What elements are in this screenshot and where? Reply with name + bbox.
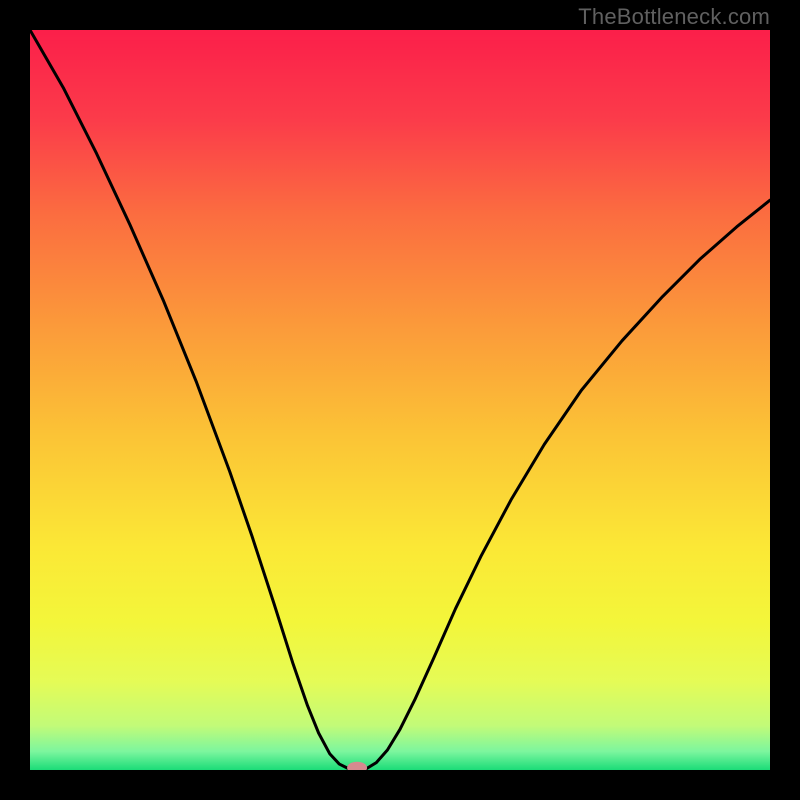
chart-frame: TheBottleneck.com [0, 0, 800, 800]
plot-area [30, 30, 770, 770]
gradient-background [30, 30, 770, 770]
watermark-text: TheBottleneck.com [578, 4, 770, 30]
chart-svg [30, 30, 770, 770]
